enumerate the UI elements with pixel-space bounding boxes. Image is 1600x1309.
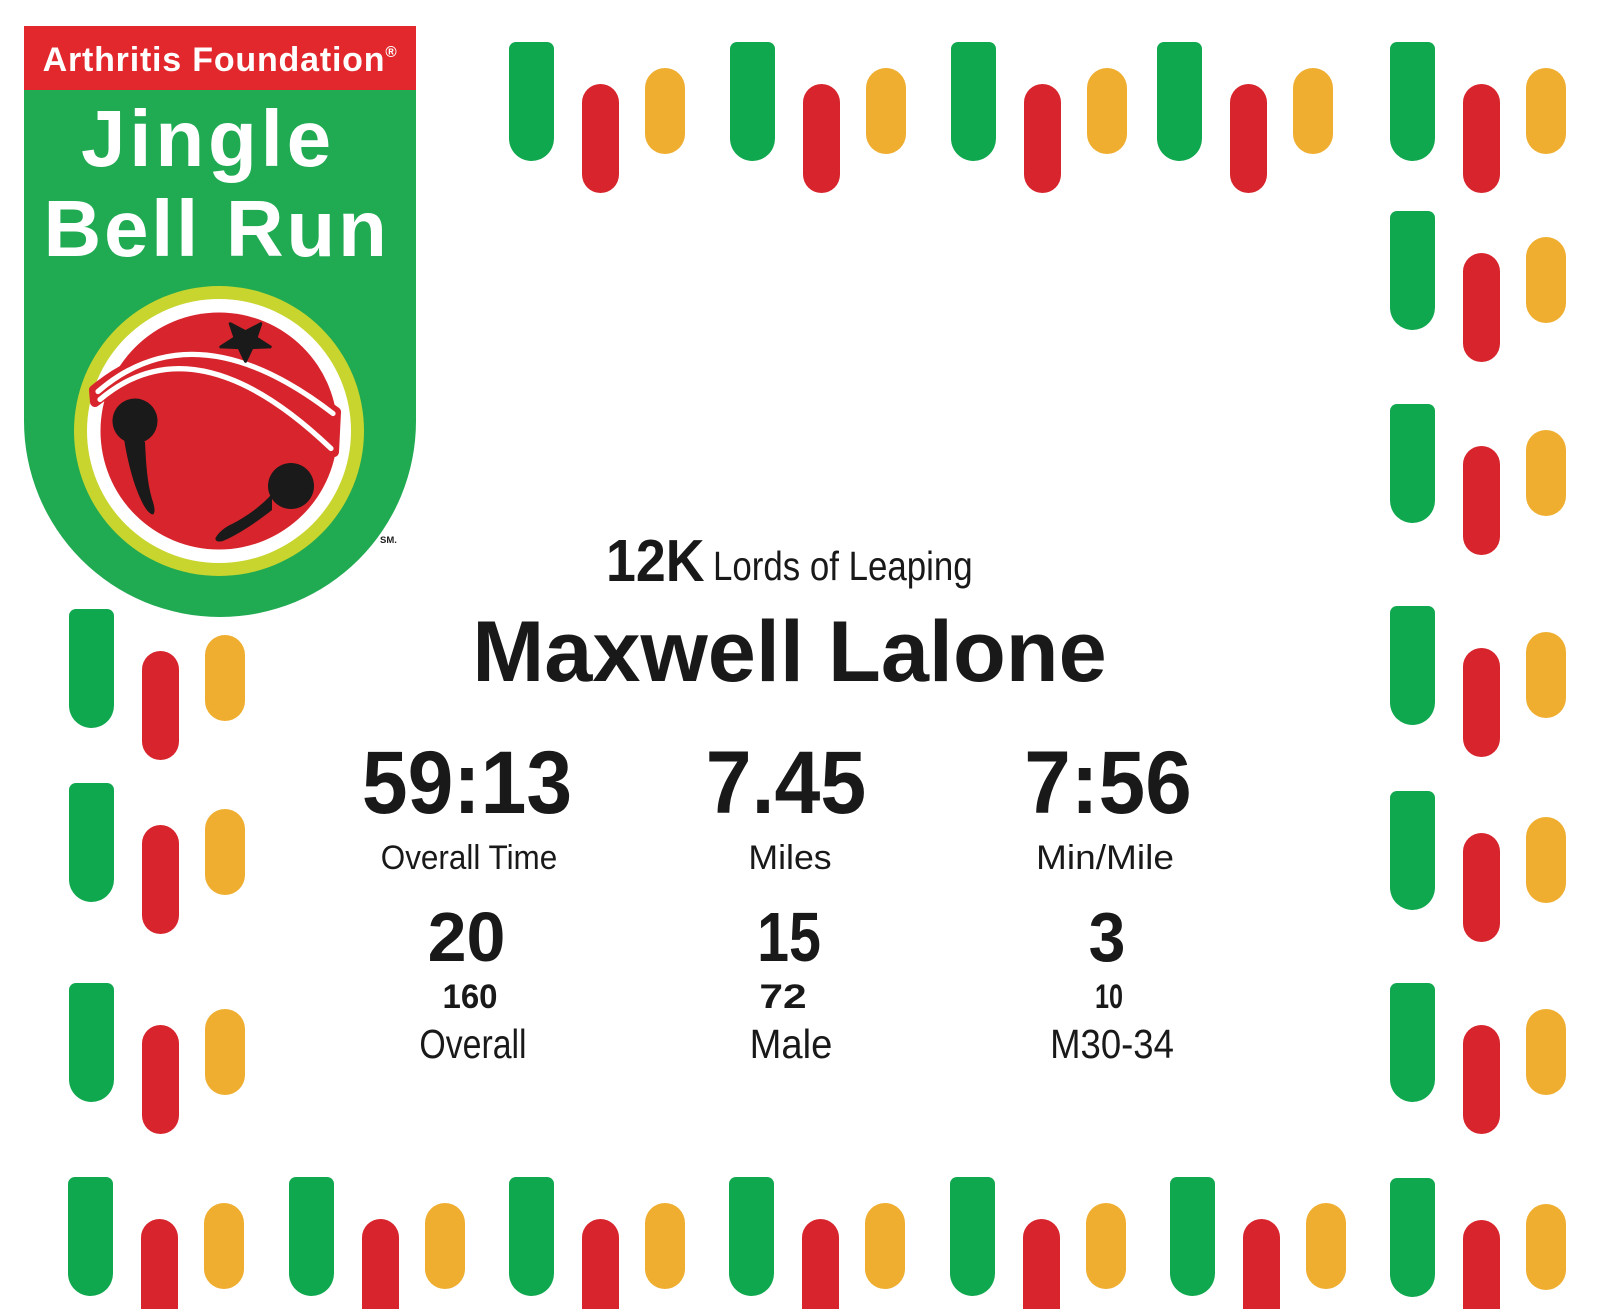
svg-text:SM.: SM.: [380, 535, 397, 546]
